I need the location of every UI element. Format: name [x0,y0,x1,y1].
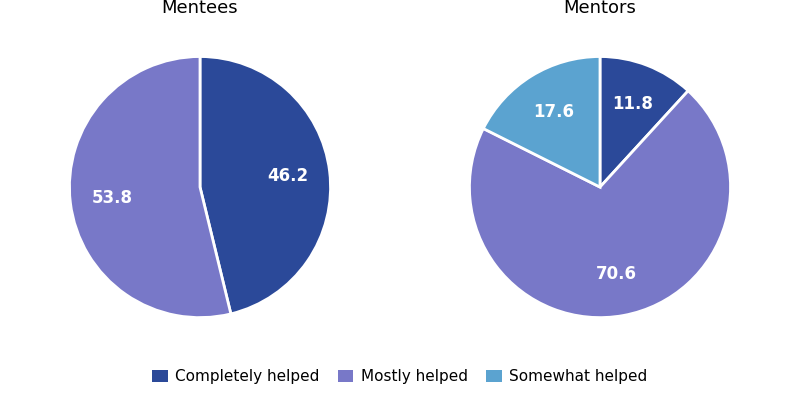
Wedge shape [470,91,730,318]
Wedge shape [483,57,600,187]
Legend: Completely helped, Mostly helped, Somewhat helped: Completely helped, Mostly helped, Somewh… [146,363,654,390]
Text: 70.6: 70.6 [595,265,637,283]
Wedge shape [70,57,231,318]
Text: 17.6: 17.6 [533,103,574,121]
Title: Mentees: Mentees [162,0,238,17]
Title: Mentors: Mentors [563,0,637,17]
Wedge shape [600,57,688,187]
Text: 46.2: 46.2 [267,168,309,185]
Text: 53.8: 53.8 [91,189,132,207]
Wedge shape [200,57,330,314]
Text: 11.8: 11.8 [612,95,653,113]
